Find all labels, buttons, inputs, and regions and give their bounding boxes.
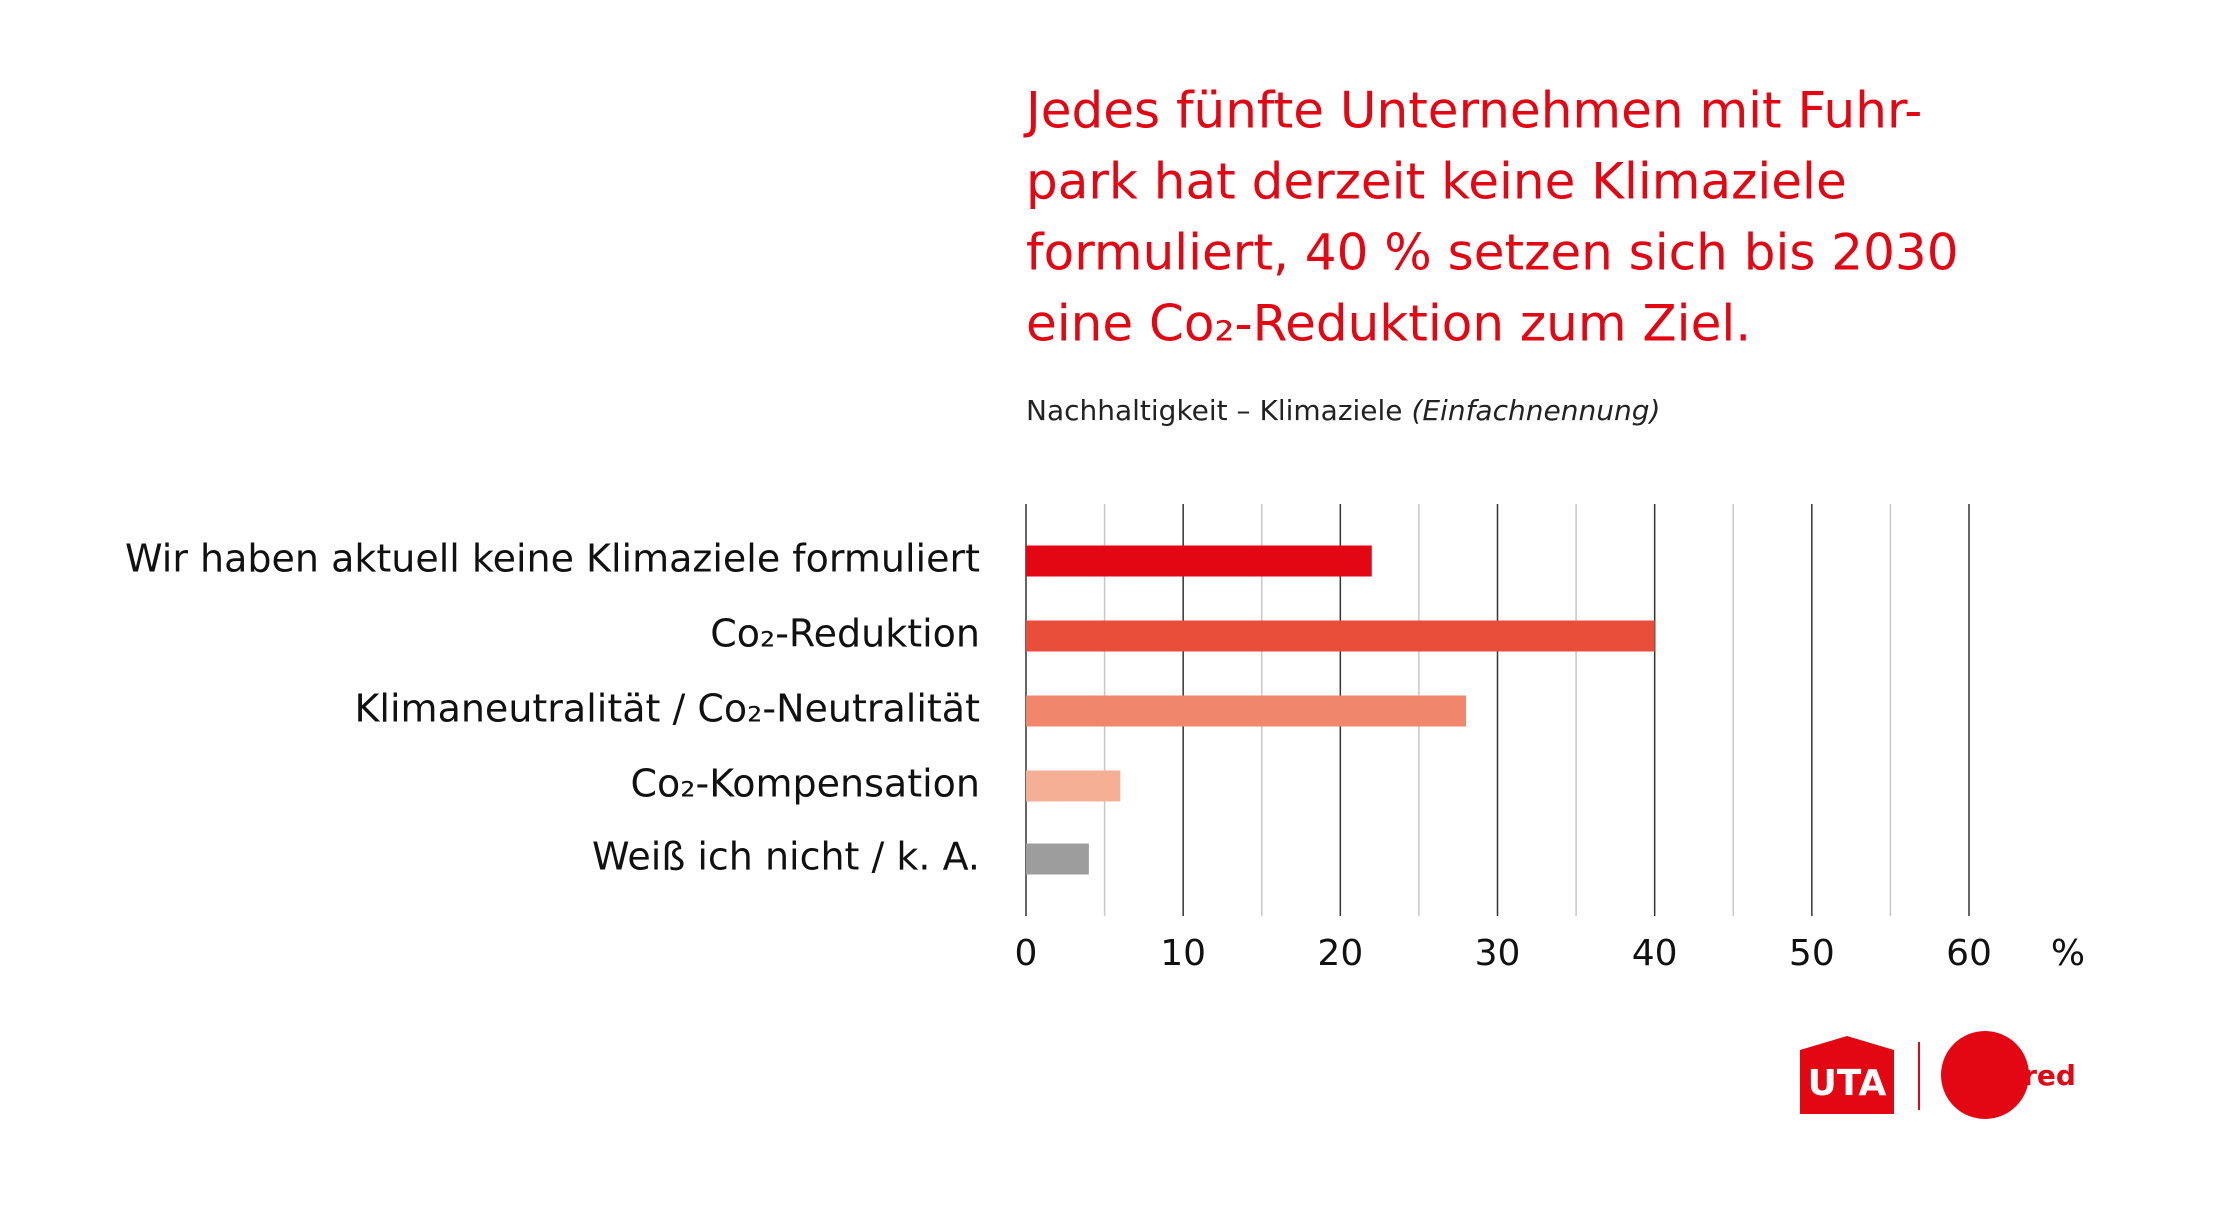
- title-line: park hat derzeit keine Klimaziele: [1026, 153, 1847, 211]
- x-tick-label: 20: [1317, 933, 1363, 974]
- logo-uta: UTA: [1800, 1036, 1894, 1114]
- x-tick-label: 40: [1632, 933, 1678, 974]
- x-tick-label: 50: [1789, 933, 1835, 974]
- title: Jedes fünfte Unternehmen mit Fuhr-park h…: [1023, 82, 1959, 353]
- category-label: Weiß ich nicht / k. A.: [592, 835, 980, 879]
- category-label: Co₂-Kompensation: [631, 762, 980, 806]
- logo-edenred: Edenred: [1941, 1031, 2076, 1119]
- x-tick-label: 0: [1015, 933, 1038, 974]
- bar: [1026, 545, 1372, 577]
- category-label: Co₂-Reduktion: [710, 612, 980, 656]
- subtitle-note: (Einfachnennung): [1411, 394, 1660, 427]
- bar: [1026, 770, 1121, 802]
- x-tick-label: 30: [1475, 933, 1521, 974]
- edenred-circle: [1941, 1031, 2029, 1119]
- x-tick-label: 10: [1160, 933, 1206, 974]
- x-tick-label: 60: [1946, 933, 1992, 974]
- subtitle-text: Nachhaltigkeit – Klimaziele: [1026, 394, 1403, 427]
- title-line: Jedes fünfte Unternehmen mit Fuhr-: [1023, 82, 1922, 140]
- category-label: Wir haben aktuell keine Klimaziele formu…: [125, 537, 980, 581]
- subtitle: Nachhaltigkeit – Klimaziele (Einfachnenn…: [1026, 394, 1660, 427]
- uta-shape: [1800, 1036, 1894, 1114]
- bar: [1026, 620, 1655, 652]
- edenred-text: Edenred: [1945, 1059, 2076, 1092]
- uta-text: UTA: [1808, 1063, 1887, 1104]
- bar: [1026, 843, 1089, 875]
- bar: [1026, 695, 1467, 727]
- title-line: eine Co₂-Reduktion zum Ziel.: [1026, 295, 1751, 353]
- category-label: Klimaneutralität / Co₂-Neutralität: [355, 687, 980, 731]
- x-unit: %: [2051, 933, 2085, 974]
- title-line: formuliert, 40 % setzen sich bis 2030: [1026, 224, 1959, 282]
